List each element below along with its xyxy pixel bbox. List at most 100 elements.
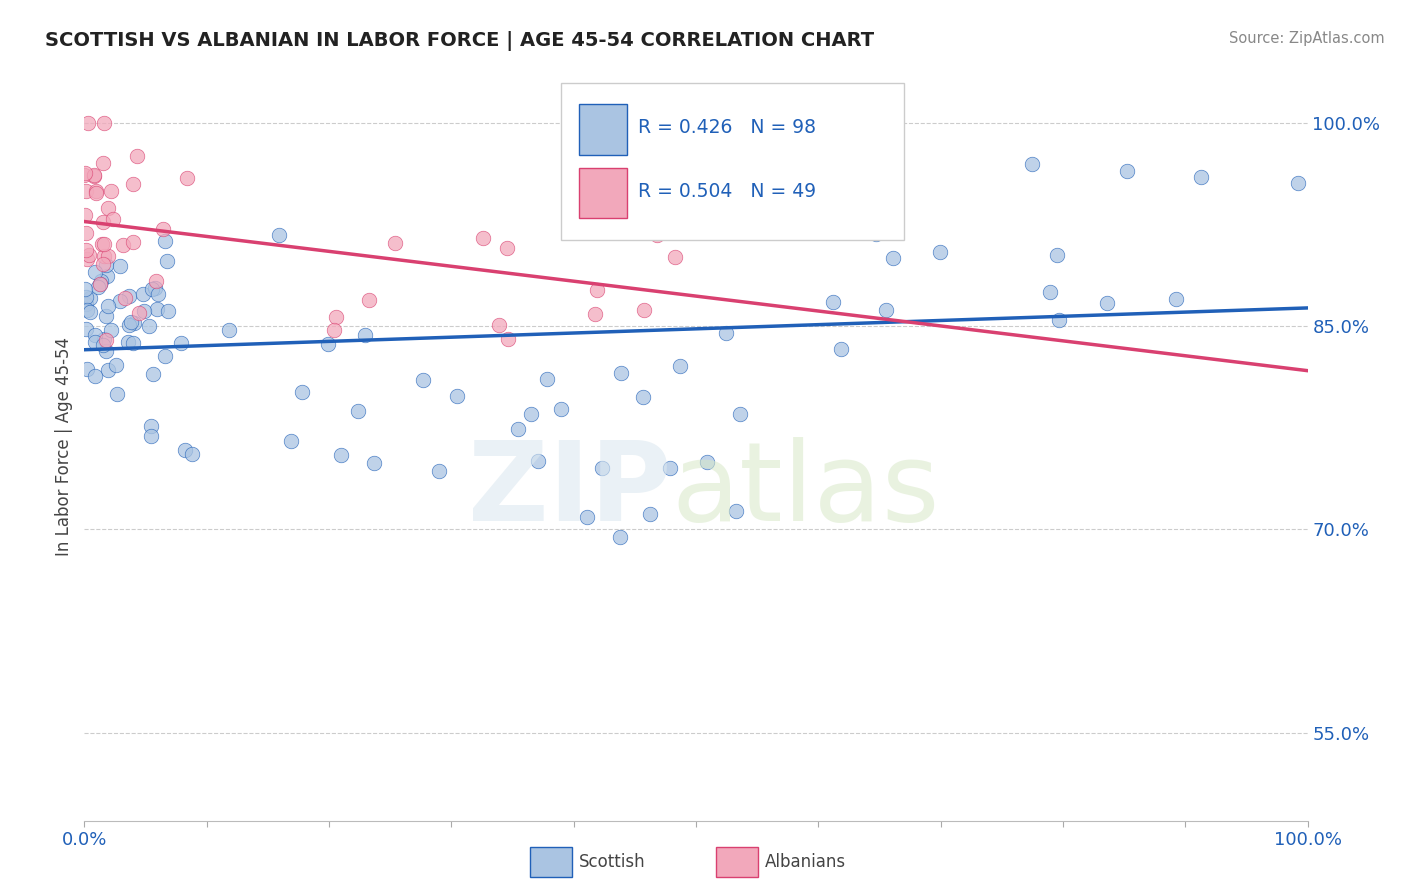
Point bbox=[1095, 296, 1118, 310]
Point bbox=[1047, 312, 1070, 326]
Point bbox=[730, 407, 752, 421]
Point bbox=[93, 116, 115, 130]
Point bbox=[141, 418, 163, 433]
Point bbox=[446, 389, 468, 403]
Point bbox=[79, 248, 101, 262]
Point bbox=[153, 234, 176, 248]
Point bbox=[75, 243, 97, 257]
Point bbox=[84, 265, 107, 279]
Point bbox=[118, 318, 141, 333]
Point bbox=[347, 404, 370, 418]
Point bbox=[90, 274, 112, 288]
FancyBboxPatch shape bbox=[561, 83, 904, 240]
Point bbox=[645, 228, 668, 243]
Point bbox=[583, 307, 606, 321]
Point bbox=[357, 293, 380, 307]
Point bbox=[79, 305, 101, 319]
Point bbox=[630, 201, 652, 215]
FancyBboxPatch shape bbox=[578, 104, 627, 154]
Point bbox=[75, 296, 97, 310]
Point bbox=[89, 277, 111, 292]
Point bbox=[610, 366, 633, 380]
Point bbox=[122, 177, 145, 191]
Point bbox=[97, 363, 120, 377]
Point bbox=[145, 301, 167, 316]
Point bbox=[1046, 247, 1069, 261]
Point bbox=[322, 323, 344, 337]
Point bbox=[576, 510, 599, 524]
FancyBboxPatch shape bbox=[578, 168, 627, 219]
Point bbox=[792, 219, 814, 233]
Point bbox=[1189, 170, 1212, 185]
Point bbox=[94, 310, 117, 324]
Point bbox=[591, 461, 613, 475]
Text: Source: ZipAtlas.com: Source: ZipAtlas.com bbox=[1229, 31, 1385, 46]
Point bbox=[76, 252, 98, 266]
Point bbox=[75, 289, 97, 303]
Point bbox=[91, 215, 114, 229]
Point bbox=[128, 306, 150, 320]
Point bbox=[75, 184, 97, 198]
Point bbox=[928, 244, 950, 259]
Point bbox=[121, 235, 143, 249]
Text: ZIP: ZIP bbox=[468, 437, 672, 544]
Point bbox=[84, 184, 107, 198]
Point bbox=[496, 241, 519, 255]
Point bbox=[112, 238, 135, 252]
Point bbox=[94, 333, 117, 347]
Point bbox=[631, 390, 654, 404]
Point bbox=[93, 237, 115, 252]
Point bbox=[75, 226, 97, 240]
Point bbox=[267, 227, 290, 242]
Point bbox=[1166, 293, 1188, 307]
Point bbox=[94, 344, 117, 359]
Point bbox=[156, 303, 179, 318]
Point bbox=[83, 168, 105, 182]
Text: SCOTTISH VS ALBANIAN IN LABOR FORCE | AGE 45-54 CORRELATION CHART: SCOTTISH VS ALBANIAN IN LABOR FORCE | AG… bbox=[45, 31, 875, 51]
Point bbox=[218, 323, 240, 337]
Point bbox=[73, 168, 96, 182]
Point bbox=[142, 367, 165, 381]
Point bbox=[108, 293, 131, 308]
Point bbox=[87, 280, 110, 294]
Point bbox=[329, 448, 352, 462]
Point bbox=[117, 334, 139, 349]
Point bbox=[145, 274, 167, 288]
Point bbox=[1116, 163, 1139, 178]
Point bbox=[105, 359, 128, 373]
Text: Scottish: Scottish bbox=[579, 853, 645, 871]
Point bbox=[101, 211, 124, 226]
Point bbox=[93, 332, 115, 346]
Point bbox=[79, 291, 101, 305]
Point bbox=[89, 277, 111, 291]
Point bbox=[75, 322, 97, 336]
Text: Albanians: Albanians bbox=[765, 853, 846, 871]
Point bbox=[536, 372, 558, 386]
Point bbox=[139, 429, 162, 443]
Point bbox=[830, 342, 852, 356]
Point bbox=[122, 316, 145, 330]
Point bbox=[120, 314, 142, 328]
Point bbox=[96, 258, 118, 272]
Point bbox=[725, 504, 748, 518]
Point bbox=[506, 422, 529, 436]
Point bbox=[488, 318, 510, 333]
Point bbox=[84, 186, 107, 200]
Point bbox=[97, 202, 120, 216]
Point bbox=[152, 222, 174, 236]
Point bbox=[363, 456, 385, 470]
Point bbox=[696, 455, 718, 469]
Point bbox=[141, 282, 163, 296]
Point bbox=[73, 166, 96, 180]
Point bbox=[176, 171, 198, 186]
Point bbox=[170, 335, 193, 350]
Point bbox=[107, 387, 129, 401]
Point bbox=[84, 334, 107, 349]
Text: atlas: atlas bbox=[672, 437, 941, 544]
Point bbox=[664, 250, 686, 264]
Point bbox=[76, 362, 98, 376]
Point bbox=[96, 268, 118, 283]
Point bbox=[638, 507, 661, 521]
Point bbox=[633, 302, 655, 317]
Point bbox=[93, 249, 115, 263]
